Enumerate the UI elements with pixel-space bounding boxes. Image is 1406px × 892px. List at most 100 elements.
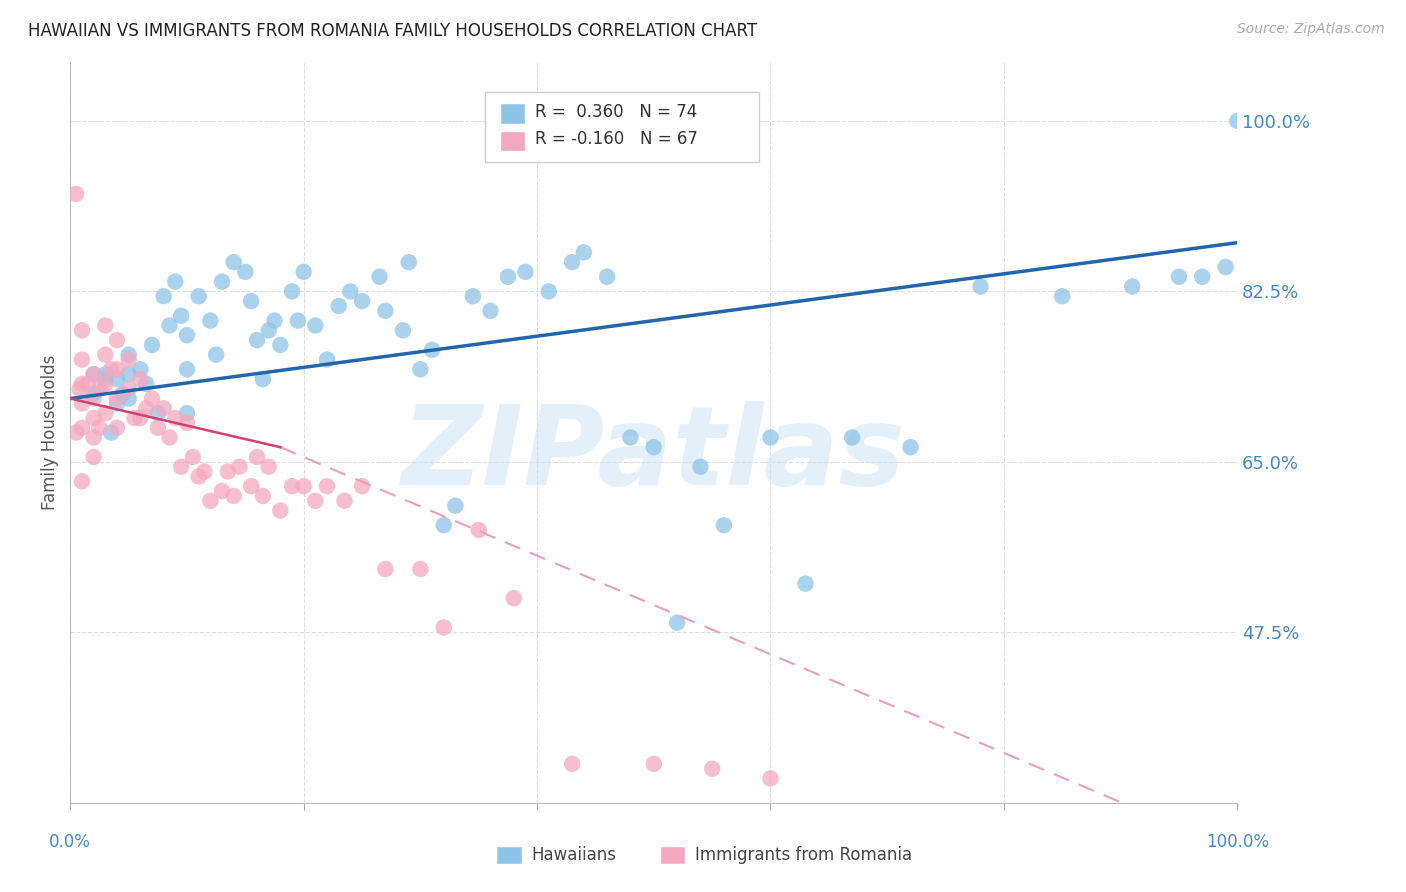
Point: [1215, 260, 1237, 274]
Point: [596, 269, 619, 284]
Point: [352, 294, 374, 309]
Point: [83, 450, 105, 464]
Point: [83, 392, 105, 406]
Point: [292, 265, 315, 279]
Point: [181, 450, 204, 464]
Bar: [496, 846, 522, 863]
Point: [94, 376, 117, 391]
Bar: [659, 846, 685, 863]
Point: [170, 459, 193, 474]
Point: [759, 430, 782, 444]
Point: [105, 362, 128, 376]
Bar: [499, 103, 526, 124]
Point: [643, 440, 665, 454]
Point: [287, 313, 309, 327]
Point: [240, 479, 263, 493]
Text: ZIPatlas: ZIPatlas: [402, 401, 905, 508]
Point: [65, 186, 87, 201]
Point: [269, 338, 291, 352]
Point: [176, 328, 198, 343]
Point: [105, 421, 128, 435]
Point: [496, 269, 519, 284]
Bar: [499, 130, 526, 152]
Point: [1050, 289, 1074, 303]
Point: [152, 401, 174, 416]
Text: 0.0%: 0.0%: [49, 833, 91, 851]
Point: [83, 367, 105, 381]
Point: [211, 275, 233, 289]
Point: [141, 338, 163, 352]
Point: [70, 323, 93, 337]
Point: [146, 421, 169, 435]
Point: [83, 430, 105, 444]
Point: [94, 406, 117, 420]
Point: [89, 382, 111, 396]
Point: [70, 352, 93, 367]
Point: [141, 392, 163, 406]
Point: [374, 562, 396, 576]
Point: [100, 362, 122, 376]
Point: [392, 323, 415, 337]
Point: [374, 303, 396, 318]
Point: [461, 289, 484, 303]
Point: [713, 518, 735, 533]
Point: [333, 493, 356, 508]
Point: [105, 392, 128, 406]
Point: [257, 323, 280, 337]
Text: HAWAIIAN VS IMMIGRANTS FROM ROMANIA FAMILY HOUSEHOLDS CORRELATION CHART: HAWAIIAN VS IMMIGRANTS FROM ROMANIA FAMI…: [28, 22, 758, 40]
Point: [159, 430, 181, 444]
Point: [900, 440, 922, 454]
Point: [105, 333, 128, 347]
Point: [118, 348, 141, 362]
Point: [246, 333, 269, 347]
Text: R =  0.360   N = 74: R = 0.360 N = 74: [534, 103, 697, 121]
Point: [240, 294, 263, 309]
Point: [269, 503, 291, 517]
Point: [702, 762, 724, 776]
Point: [304, 493, 326, 508]
Point: [233, 265, 256, 279]
Point: [304, 318, 326, 333]
Point: [794, 576, 817, 591]
Point: [83, 386, 105, 401]
Point: [263, 313, 285, 327]
Point: [200, 313, 222, 327]
Point: [515, 265, 537, 279]
Point: [398, 255, 420, 269]
Point: [759, 772, 782, 786]
Point: [328, 299, 350, 313]
Point: [129, 362, 152, 376]
Point: [124, 411, 146, 425]
Point: [135, 401, 157, 416]
Text: R = -0.160   N = 67: R = -0.160 N = 67: [534, 130, 697, 148]
Point: [111, 386, 134, 401]
Point: [165, 275, 187, 289]
Point: [689, 459, 711, 474]
Text: Immigrants from Romania: Immigrants from Romania: [695, 846, 911, 863]
Point: [200, 493, 222, 508]
Point: [70, 475, 93, 489]
Point: [70, 421, 93, 435]
Point: [118, 352, 141, 367]
Point: [69, 382, 91, 396]
Point: [409, 562, 432, 576]
Point: [841, 430, 863, 444]
Point: [165, 411, 187, 425]
Point: [76, 376, 98, 391]
Point: [129, 411, 152, 425]
Point: [129, 372, 152, 386]
Point: [205, 348, 228, 362]
Point: [211, 484, 233, 499]
FancyBboxPatch shape: [485, 92, 759, 162]
Point: [222, 255, 245, 269]
Point: [170, 309, 193, 323]
Point: [187, 469, 209, 483]
Point: [1167, 269, 1189, 284]
Point: [65, 425, 87, 440]
Point: [118, 367, 141, 381]
Point: [257, 459, 280, 474]
Point: [252, 372, 274, 386]
Point: [643, 756, 665, 771]
Point: [252, 489, 274, 503]
Point: [619, 430, 641, 444]
